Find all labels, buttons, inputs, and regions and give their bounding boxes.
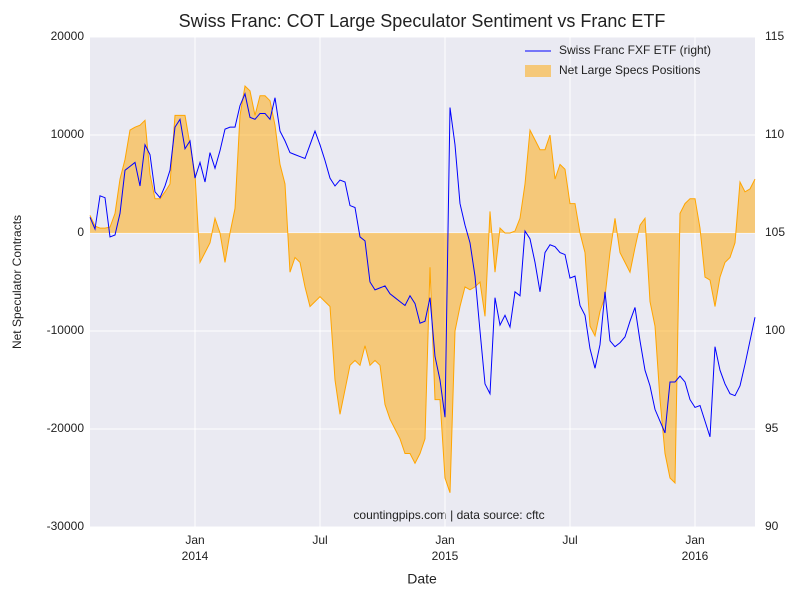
- y2-tick-label: 110: [765, 127, 784, 141]
- y-tick-label: 20000: [51, 29, 85, 43]
- y-tick-label: 0: [77, 225, 84, 239]
- legend-label: Net Large Specs Positions: [559, 63, 700, 77]
- x-tick-label: Jul: [562, 533, 577, 547]
- chart-title: Swiss Franc: COT Large Speculator Sentim…: [179, 11, 666, 31]
- y2-tick-label: 90: [765, 519, 779, 533]
- y-tick-label: -30000: [47, 519, 85, 533]
- y-tick-label: -20000: [47, 421, 85, 435]
- y2-tick-label: 95: [765, 421, 779, 435]
- y-tick-label: 10000: [51, 127, 85, 141]
- y2-tick-label: 100: [765, 323, 785, 337]
- x-axis-label: Date: [407, 571, 437, 587]
- area-fill: [90, 86, 755, 493]
- y2-tick-label: 105: [765, 225, 785, 239]
- area-edge: [89, 84, 756, 493]
- x-tick-label: Jan 2015: [432, 533, 459, 563]
- y-tick-label: -10000: [47, 323, 85, 337]
- y-axis-label: Net Speculator Contracts: [10, 215, 24, 349]
- line: [89, 92, 756, 437]
- annotation: countingpips.com | data source: cftc: [353, 508, 544, 522]
- x-tick-label: Jan 2016: [682, 533, 709, 563]
- legend-swatch: [525, 65, 551, 77]
- x-tick-label: Jan 2014: [182, 533, 209, 563]
- y2-tick-label: 115: [765, 29, 784, 43]
- legend-label: Swiss Franc FXF ETF (right): [559, 43, 711, 57]
- x-tick-label: Jul: [312, 533, 327, 547]
